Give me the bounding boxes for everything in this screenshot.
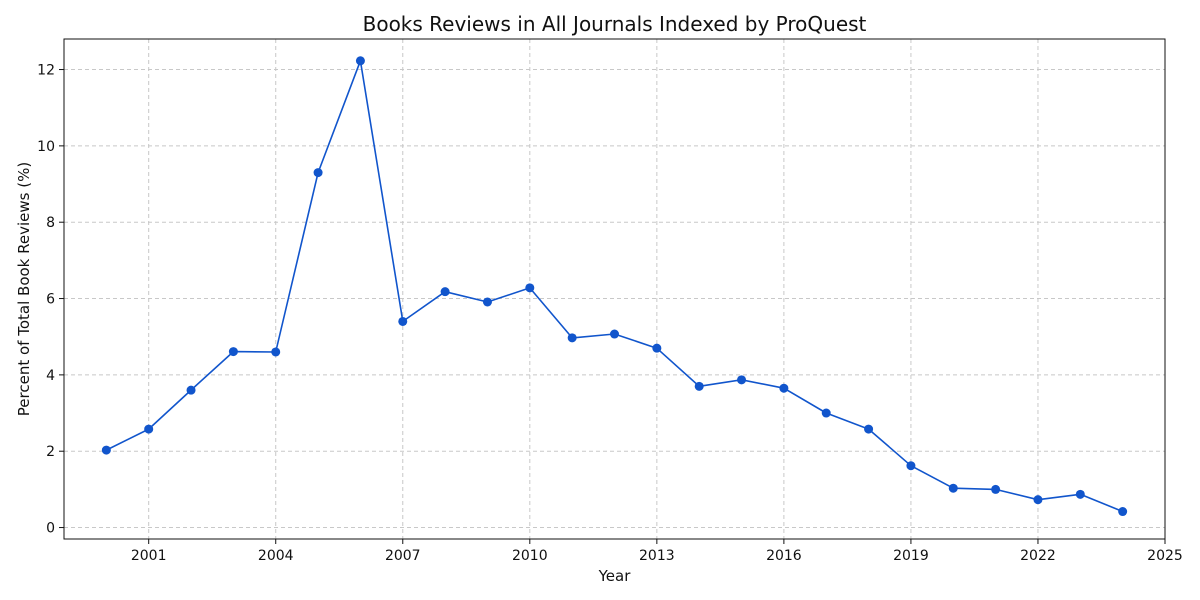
- y-axis-ticks: 0 2 4 6 8 10 12: [37, 63, 64, 537]
- data-point: [652, 343, 662, 353]
- y-tick-label: 8: [46, 215, 55, 231]
- data-point: [398, 316, 408, 326]
- data-point: [101, 445, 111, 455]
- y-tick-label: 0: [46, 521, 55, 537]
- x-axis-label: Year: [598, 567, 632, 585]
- data-point: [1118, 507, 1128, 517]
- chart-title: Books Reviews in All Journals Indexed by…: [363, 12, 867, 36]
- data-point: [186, 385, 196, 395]
- plot-frame: [63, 38, 1166, 540]
- grid: [64, 39, 1166, 539]
- data-point: [144, 424, 154, 434]
- y-axis-label: Percent of Total Book Reviews (%): [15, 162, 33, 416]
- data-point: [864, 424, 874, 434]
- data-point: [271, 347, 281, 357]
- data-point: [482, 297, 492, 307]
- data-point: [694, 381, 704, 391]
- data-point: [1075, 489, 1085, 499]
- y-tick-label: 2: [46, 444, 55, 460]
- data-point: [355, 56, 365, 66]
- x-tick-label: 2016: [766, 548, 802, 564]
- data-point: [737, 375, 747, 385]
- x-tick-label: 2019: [893, 548, 929, 564]
- y-tick-label: 4: [46, 368, 55, 384]
- data-point: [779, 383, 789, 393]
- data-point: [821, 408, 831, 418]
- x-tick-label: 2022: [1020, 548, 1056, 564]
- series-line: [105, 59, 1124, 513]
- data-point: [525, 283, 535, 293]
- data-point: [313, 168, 323, 178]
- data-point: [991, 484, 1001, 494]
- y-tick-label: 10: [37, 139, 55, 155]
- x-axis-ticks: 2001 2004 2007 2010 2013 2016 2019 2022 2025: [131, 539, 1183, 564]
- x-tick-label: 2001: [131, 548, 167, 564]
- data-point: [948, 483, 958, 493]
- data-point: [440, 287, 450, 297]
- x-tick-label: 2025: [1147, 548, 1183, 564]
- data-point: [610, 329, 619, 339]
- data-point: [228, 347, 238, 357]
- x-tick-label: 2013: [639, 548, 675, 564]
- y-tick-label: 12: [37, 63, 55, 79]
- data-point: [1033, 495, 1043, 505]
- x-tick-label: 2010: [512, 548, 548, 564]
- y-tick-label: 6: [46, 292, 55, 308]
- data-point: [906, 461, 916, 471]
- series-group: [101, 56, 1128, 517]
- data-point: [567, 333, 577, 343]
- x-tick-label: 2007: [385, 548, 421, 564]
- x-tick-label: 2004: [258, 548, 294, 564]
